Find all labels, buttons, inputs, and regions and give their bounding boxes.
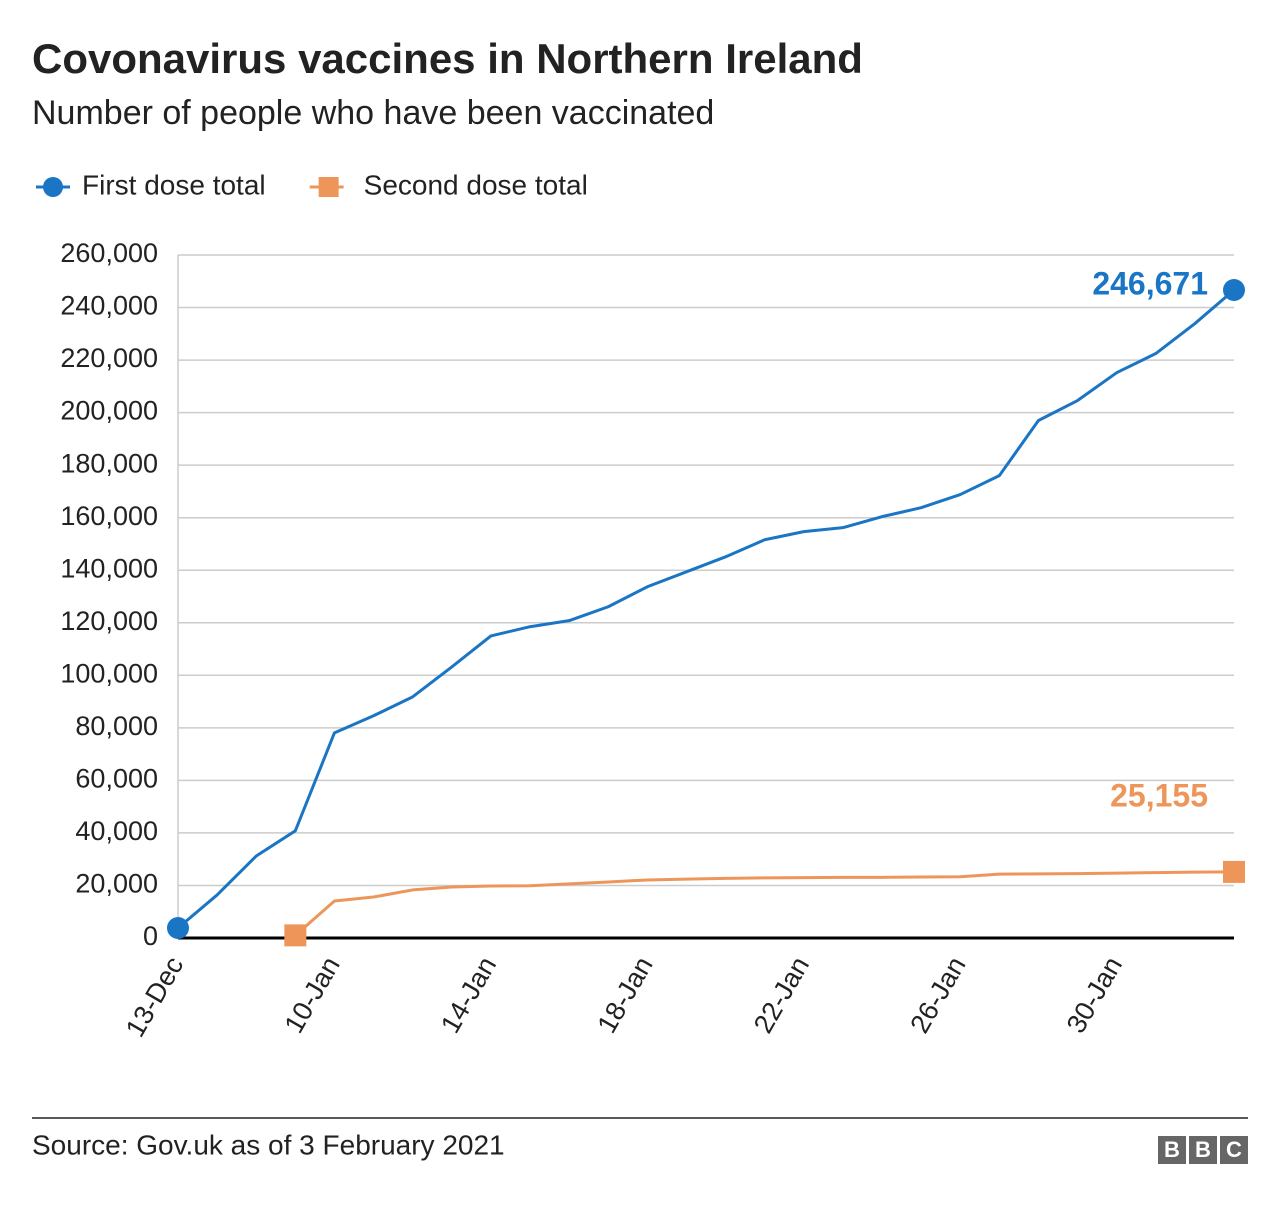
value-label: 25,155 xyxy=(1110,777,1208,813)
source: Source: Gov.uk as of 3 February 2021 xyxy=(32,1129,505,1160)
y-tick-label: 200,000 xyxy=(60,396,158,426)
y-tick-label: 240,000 xyxy=(60,291,158,321)
x-tick-label: 10-Jan xyxy=(279,952,346,1039)
point-marker xyxy=(1223,279,1245,302)
point-marker xyxy=(167,917,189,940)
x-tick-label: 22-Jan xyxy=(748,952,815,1039)
logo-letter: B xyxy=(1164,1137,1180,1162)
y-tick-label: 60,000 xyxy=(75,764,158,794)
chart-subtitle: Number of people who have been vaccinate… xyxy=(32,94,714,132)
logo-box xyxy=(1189,1136,1217,1164)
y-tick-label: 220,000 xyxy=(60,343,158,373)
y-tick-label: 160,000 xyxy=(60,501,158,531)
y-tick-label: 260,000 xyxy=(60,238,158,268)
series-line xyxy=(177,288,1235,930)
y-tick-label: 20,000 xyxy=(75,869,158,899)
logo-box xyxy=(1220,1136,1248,1164)
x-tick-label: 14-Jan xyxy=(435,952,502,1039)
point-marker xyxy=(1223,860,1245,883)
y-tick-label: 140,000 xyxy=(60,553,158,583)
x-tick-label: 30-Jan xyxy=(1061,952,1128,1039)
logo-box xyxy=(1158,1136,1186,1164)
chart-title: Covonavirus vaccines in Northern Ireland xyxy=(32,35,863,82)
logo-letter: B xyxy=(1195,1137,1211,1162)
point-marker xyxy=(284,924,307,947)
y-tick-label: 80,000 xyxy=(75,711,158,741)
x-tick-label: 18-Jan xyxy=(591,952,658,1039)
y-tick-label: 180,000 xyxy=(60,448,158,478)
logo-letter: C xyxy=(1226,1137,1242,1162)
y-tick-label: 120,000 xyxy=(60,606,158,636)
legend-label: Second dose total xyxy=(364,169,588,200)
y-tick-label: 100,000 xyxy=(60,658,158,688)
x-tick-label: 13-Dec xyxy=(120,952,190,1042)
y-tick-label: 0 xyxy=(143,921,158,951)
legend-marker xyxy=(43,177,63,197)
legend-marker xyxy=(318,177,339,197)
series-line xyxy=(294,870,1235,937)
y-tick-label: 40,000 xyxy=(75,816,158,846)
legend-label: First dose total xyxy=(82,169,266,200)
value-label: 246,671 xyxy=(1092,265,1208,301)
x-tick-label: 26-Jan xyxy=(904,952,971,1039)
